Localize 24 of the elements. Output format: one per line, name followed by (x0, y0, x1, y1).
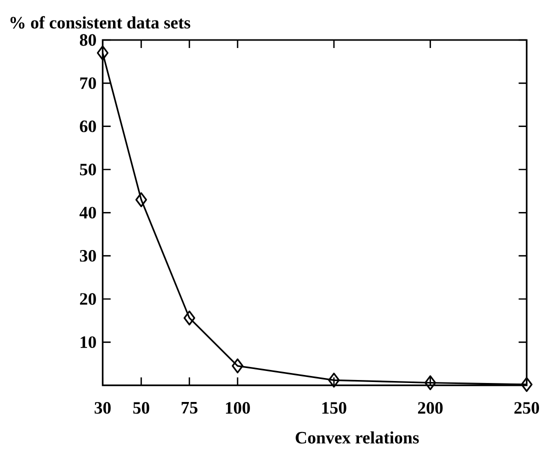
point (424, 375, 436, 390)
y-tick-label: 40 (80, 206, 96, 219)
y-axis-title: % of consistent data sets (10, 16, 190, 29)
x-tick-label: 50 (133, 402, 150, 414)
point (328, 372, 340, 388)
y-tick-label: 10 (80, 336, 96, 348)
point (184, 310, 196, 326)
x-axis-title: Convex relations (296, 431, 419, 444)
x-tick-label: 100 (226, 402, 250, 414)
point (96, 45, 108, 60)
y-tick-label: 20 (80, 293, 96, 305)
x-tick-label: 30 (94, 402, 111, 414)
y-tick-label: 50 (80, 164, 96, 176)
y-tick-label: 60 (80, 120, 96, 132)
point (232, 358, 244, 374)
x-tick-label: 250 (514, 402, 540, 414)
x-tick-label: 75 (182, 402, 198, 414)
point (135, 192, 148, 208)
x-tick-label: 150 (322, 402, 346, 414)
y-tick-label: 30 (80, 250, 96, 262)
y-tick-label: 70 (80, 77, 96, 90)
point (520, 377, 532, 392)
x-tick-label: 200 (418, 402, 443, 414)
y-tick-label: 80 (80, 34, 96, 46)
